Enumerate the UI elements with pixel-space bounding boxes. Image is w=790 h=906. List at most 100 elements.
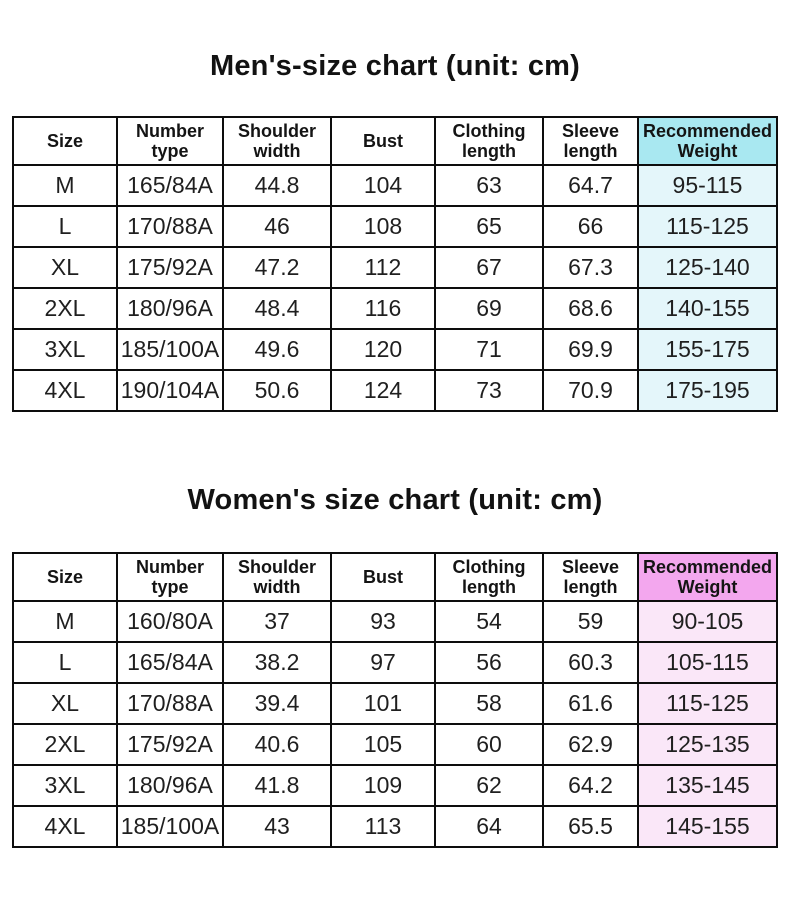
data-cell: 60 xyxy=(434,723,544,766)
data-cell: 65 xyxy=(434,205,544,248)
data-cell: 65.5 xyxy=(542,805,639,848)
data-cell: 4XL xyxy=(12,805,118,848)
data-cell: 120 xyxy=(330,328,436,371)
data-cell: 59 xyxy=(542,600,639,643)
column-header: Number type xyxy=(116,116,224,166)
data-cell: 105 xyxy=(330,723,436,766)
data-cell: 180/96A xyxy=(116,287,224,330)
data-cell: 3XL xyxy=(12,328,118,371)
data-cell: 69 xyxy=(434,287,544,330)
womens-chart-title: Women's size chart (unit: cm) xyxy=(187,484,603,516)
data-cell: 62 xyxy=(434,764,544,807)
table-row: M 160/80A 37 93 54 59 90-105 xyxy=(12,600,778,643)
data-cell: 4XL xyxy=(12,369,118,412)
table-row: 4XL 185/100A 43 113 64 65.5 145-155 xyxy=(12,805,778,848)
data-cell: 44.8 xyxy=(222,164,332,207)
data-cell: 165/84A xyxy=(116,164,224,207)
column-header: Shoulder width xyxy=(222,116,332,166)
header-row: Size Number type Shoulder width Bust Clothin… xyxy=(12,552,778,602)
data-cell: 2XL xyxy=(12,287,118,330)
data-cell: 60.3 xyxy=(542,641,639,684)
table-row: 4XL 190/104A 50.6 124 73 70.9 175-195 xyxy=(12,369,778,412)
data-cell: 105-115 xyxy=(637,641,778,684)
data-cell: 109 xyxy=(330,764,436,807)
data-cell: 115-125 xyxy=(637,205,778,248)
data-cell: 73 xyxy=(434,369,544,412)
data-cell: 101 xyxy=(330,682,436,725)
data-cell: L xyxy=(12,641,118,684)
data-cell: M xyxy=(12,164,118,207)
data-cell: 170/88A xyxy=(116,682,224,725)
data-cell: 104 xyxy=(330,164,436,207)
column-header: Size xyxy=(12,552,118,602)
data-cell: 140-155 xyxy=(637,287,778,330)
data-cell: 48.4 xyxy=(222,287,332,330)
data-cell: 46 xyxy=(222,205,332,248)
data-cell: 124 xyxy=(330,369,436,412)
data-cell: 185/100A xyxy=(116,328,224,371)
data-cell: 56 xyxy=(434,641,544,684)
data-cell: 63 xyxy=(434,164,544,207)
column-header: Recommended Weight xyxy=(637,552,778,602)
table-row: XL 175/92A 47.2 112 67 67.3 125-140 xyxy=(12,246,778,289)
data-cell: 160/80A xyxy=(116,600,224,643)
mens-size-table: Size Number type Shoulder width Bust Clothin… xyxy=(12,116,778,412)
column-header: Size xyxy=(12,116,118,166)
data-cell: 175-195 xyxy=(637,369,778,412)
data-cell: 135-145 xyxy=(637,764,778,807)
data-cell: 145-155 xyxy=(637,805,778,848)
table-row: XL 170/88A 39.4 101 58 61.6 115-125 xyxy=(12,682,778,725)
header-row: Size Number type Shoulder width Bust Clothin… xyxy=(12,116,778,166)
data-cell: 90-105 xyxy=(637,600,778,643)
data-cell: 50.6 xyxy=(222,369,332,412)
data-cell: 37 xyxy=(222,600,332,643)
data-cell: 64.2 xyxy=(542,764,639,807)
data-cell: 69.9 xyxy=(542,328,639,371)
data-cell: 66 xyxy=(542,205,639,248)
column-header: Sleeve length xyxy=(542,552,639,602)
data-cell: 61.6 xyxy=(542,682,639,725)
data-cell: 113 xyxy=(330,805,436,848)
data-cell: 39.4 xyxy=(222,682,332,725)
data-cell: 125-135 xyxy=(637,723,778,766)
data-cell: 62.9 xyxy=(542,723,639,766)
data-cell: 64 xyxy=(434,805,544,848)
column-header: Bust xyxy=(330,552,436,602)
column-header: Sleeve length xyxy=(542,116,639,166)
data-cell: 112 xyxy=(330,246,436,289)
data-cell: 97 xyxy=(330,641,436,684)
column-header: Recommended Weight xyxy=(637,116,778,166)
data-cell: 93 xyxy=(330,600,436,643)
data-cell: 54 xyxy=(434,600,544,643)
data-cell: 175/92A xyxy=(116,723,224,766)
table-row: 3XL 180/96A 41.8 109 62 64.2 135-145 xyxy=(12,764,778,807)
womens-size-table: Size Number type Shoulder width Bust Clothin… xyxy=(12,552,778,848)
data-cell: 64.7 xyxy=(542,164,639,207)
data-cell: 155-175 xyxy=(637,328,778,371)
mens-chart-title: Men's-size chart (unit: cm) xyxy=(209,50,580,82)
data-cell: L xyxy=(12,205,118,248)
data-cell: 2XL xyxy=(12,723,118,766)
data-cell: 47.2 xyxy=(222,246,332,289)
data-cell: 3XL xyxy=(12,764,118,807)
column-header: Number type xyxy=(116,552,224,602)
data-cell: 125-140 xyxy=(637,246,778,289)
column-header: Shoulder width xyxy=(222,552,332,602)
table-row: L 165/84A 38.2 97 56 60.3 105-115 xyxy=(12,641,778,684)
data-cell: 165/84A xyxy=(116,641,224,684)
data-cell: 58 xyxy=(434,682,544,725)
data-cell: 49.6 xyxy=(222,328,332,371)
data-cell: M xyxy=(12,600,118,643)
data-cell: 190/104A xyxy=(116,369,224,412)
table-row: 3XL 185/100A 49.6 120 71 69.9 155-175 xyxy=(12,328,778,371)
data-cell: 67 xyxy=(434,246,544,289)
table-row: L 170/88A 46 108 65 66 115-125 xyxy=(12,205,778,248)
data-cell: 95-115 xyxy=(637,164,778,207)
data-cell: 41.8 xyxy=(222,764,332,807)
data-cell: 108 xyxy=(330,205,436,248)
data-cell: 67.3 xyxy=(542,246,639,289)
column-header: Clothing length xyxy=(434,116,544,166)
data-cell: 68.6 xyxy=(542,287,639,330)
data-cell: 116 xyxy=(330,287,436,330)
